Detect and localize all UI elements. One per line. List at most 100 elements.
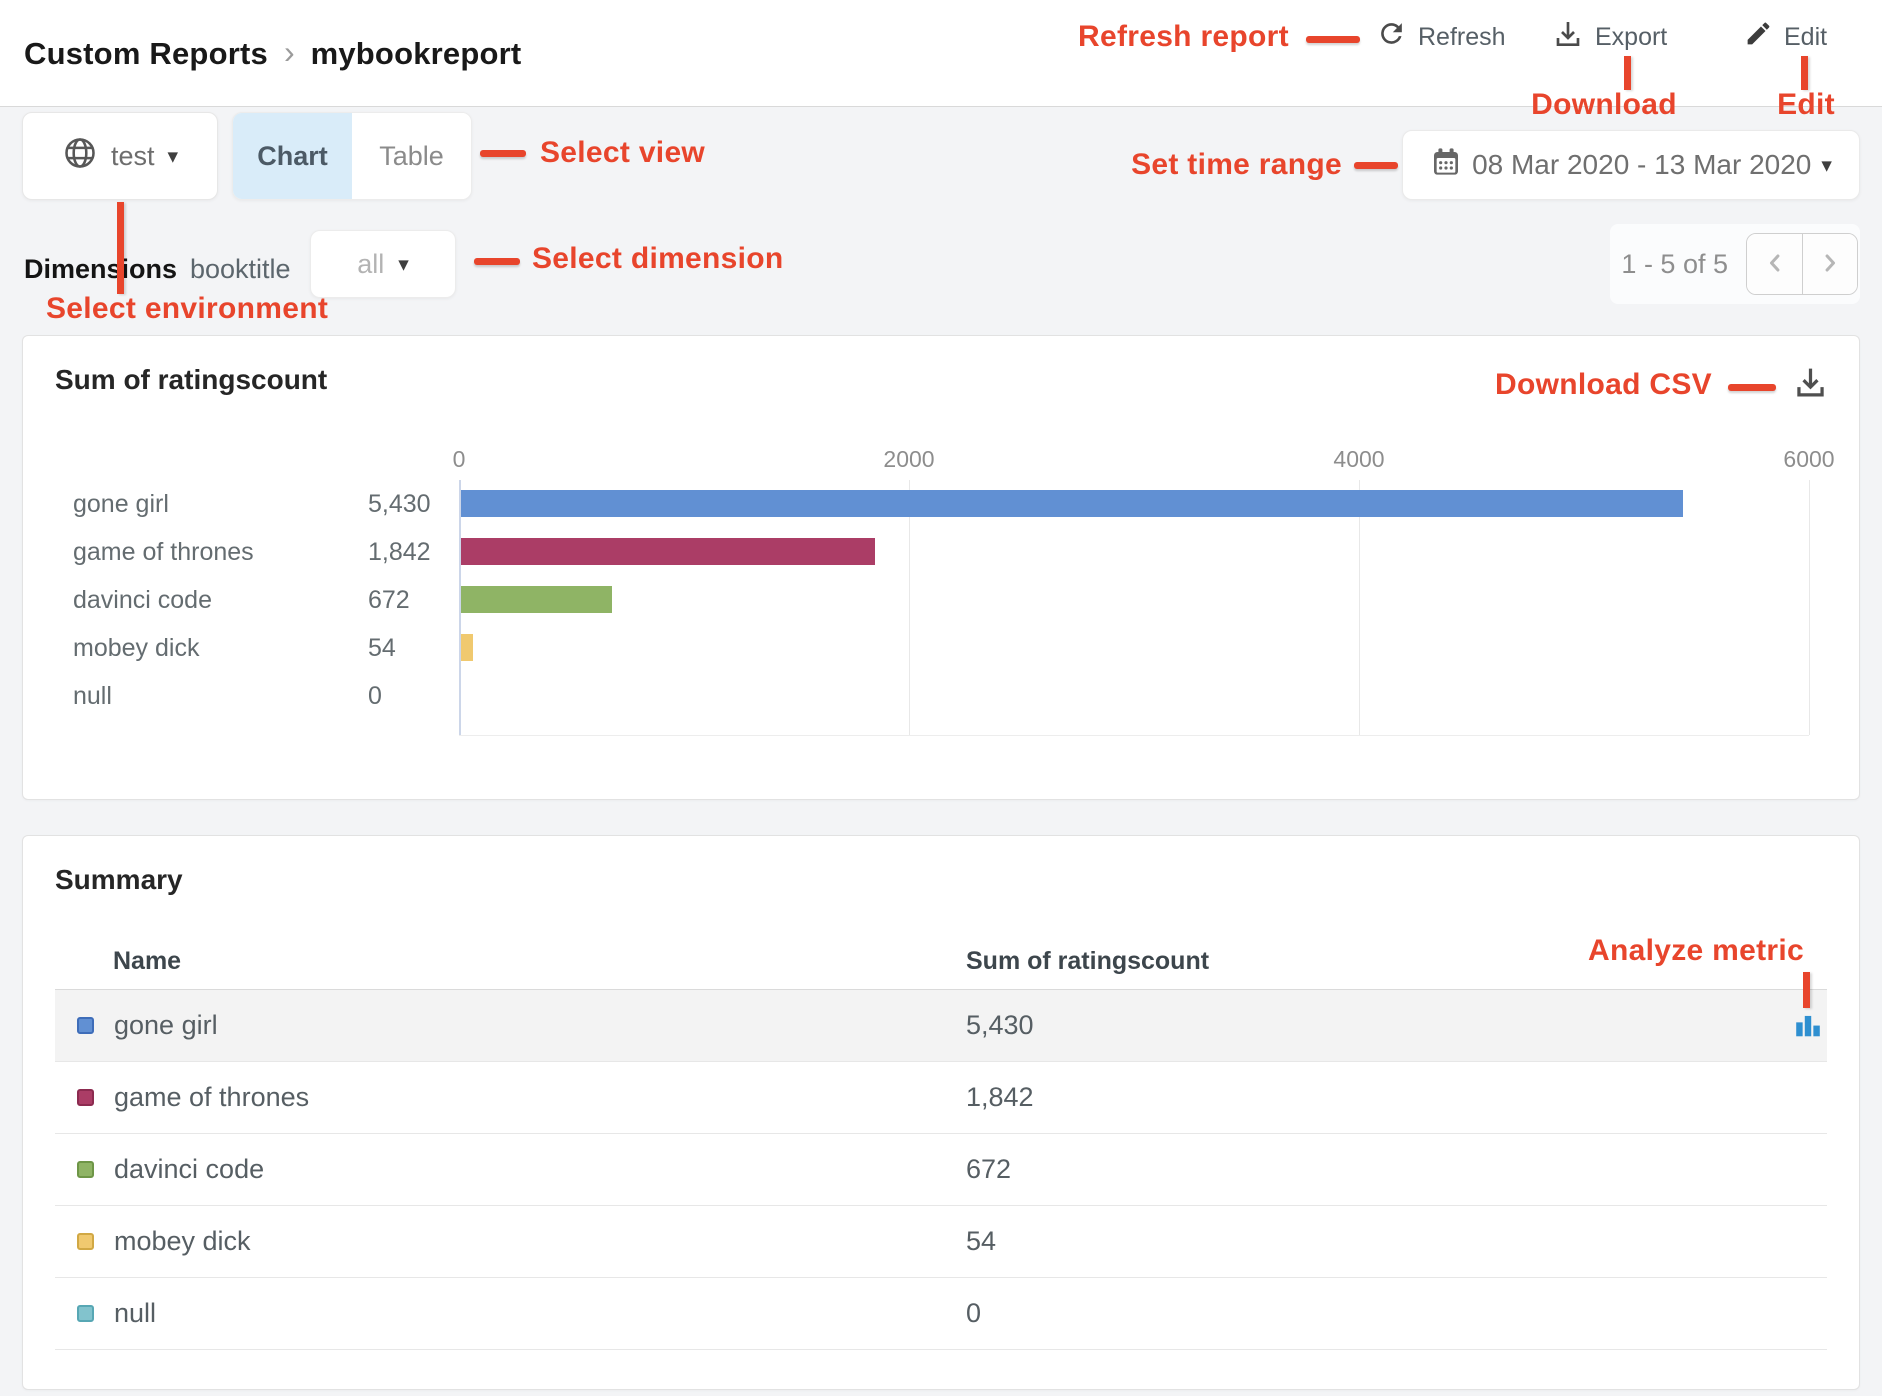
download-icon — [1552, 18, 1584, 57]
chart-bar[interactable] — [461, 586, 613, 613]
calendar-icon — [1430, 146, 1462, 185]
legend-swatch — [77, 1305, 94, 1322]
header: Custom Reports › mybookreport Refresh Ex… — [0, 0, 1882, 107]
summary-table-header: Name Sum of ratingscount — [55, 934, 1827, 990]
chart-row: game of thrones 1,842 — [55, 528, 459, 576]
breadcrumb: Custom Reports › mybookreport — [24, 0, 521, 107]
annotation-select-environment: Select environment — [46, 292, 329, 325]
breadcrumb-chevron-icon: › — [283, 33, 295, 70]
tab-table[interactable]: Table — [352, 113, 471, 199]
row-name: game of thrones — [114, 1082, 310, 1112]
environment-label: test — [110, 140, 155, 171]
chart-bar[interactable] — [461, 490, 1683, 517]
caret-down-icon: ▾ — [167, 144, 179, 168]
next-page-button[interactable] — [1802, 234, 1857, 294]
download-csv-button[interactable] — [1792, 364, 1829, 404]
row-value: 5,430 — [966, 1010, 1034, 1040]
chart-row: davinci code 672 — [55, 576, 459, 624]
axis-tick-label: 0 — [452, 446, 466, 472]
caret-down-icon: ▾ — [398, 252, 409, 276]
legend-swatch — [77, 1017, 94, 1034]
chart-row: gone girl 5,430 — [55, 480, 459, 528]
row-value: 0 — [966, 1298, 982, 1328]
dimensions-label: Dimensions — [24, 254, 178, 284]
summary-card: Summary Name Sum of ratingscount gone gi… — [22, 835, 1860, 1390]
legend-swatch — [77, 1089, 94, 1106]
export-label: Export — [1595, 22, 1668, 51]
summary-table-body: gone girl 5,430 game of thrones 1,842 d — [55, 990, 1827, 1350]
chevron-left-icon — [1761, 249, 1789, 280]
date-range-label: 08 Mar 2020 - 13 Mar 2020 — [1472, 149, 1812, 180]
chart-row: mobey dick 54 — [55, 624, 459, 672]
date-range-picker[interactable]: 08 Mar 2020 - 13 Mar 2020 ▾ — [1402, 130, 1860, 200]
chart-value-label: 1,842 — [368, 537, 431, 566]
view-toggle: Chart Table — [232, 112, 472, 200]
table-row: game of thrones 1,842 — [55, 1062, 1827, 1134]
legend-swatch — [77, 1233, 94, 1250]
breadcrumb-section[interactable]: Custom Reports — [24, 35, 268, 71]
table-row: mobey dick 54 — [55, 1206, 1827, 1278]
refresh-label: Refresh — [1418, 22, 1506, 51]
chart-bar[interactable] — [461, 634, 474, 661]
chevron-right-icon — [1816, 249, 1844, 280]
analyze-metric-button[interactable] — [1793, 1009, 1823, 1042]
summary-table: Name Sum of ratingscount gone girl 5,430 — [55, 934, 1827, 1350]
bar-chart-icon — [1793, 1015, 1823, 1042]
summary-title: Summary — [55, 864, 183, 895]
chart-category-label: game of thrones — [73, 537, 254, 566]
axis-tick-label: 2000 — [883, 446, 935, 472]
chart-bar-row — [459, 480, 1809, 528]
chart-category-label: null — [73, 681, 112, 710]
chart-bar-row — [459, 576, 1809, 624]
chart-gridline — [1359, 480, 1360, 735]
row-name: mobey dick — [114, 1226, 251, 1256]
annotation-dash-select-dimension — [474, 258, 520, 265]
annotation-dash-set-time-range — [1354, 162, 1398, 169]
row-value: 1,842 — [966, 1082, 1034, 1112]
axis-tick-label: 4000 — [1333, 446, 1385, 472]
globe-icon — [62, 135, 98, 178]
edit-label: Edit — [1784, 22, 1828, 51]
prev-page-button[interactable] — [1747, 234, 1802, 294]
chart-category-column: gone girl 5,430 game of thrones 1,842 da… — [55, 480, 459, 736]
bar-chart: 0 2000 4000 6000 gone girl 5,430 game of th… — [55, 444, 1835, 736]
axis-tick-label: 6000 — [1783, 446, 1835, 472]
pencil-icon — [1744, 19, 1773, 55]
row-value: 672 — [966, 1154, 1012, 1184]
row-name: gone girl — [114, 1010, 218, 1040]
row-name: null — [114, 1298, 157, 1328]
chart-value-label: 54 — [368, 633, 396, 662]
row-name: davinci code — [114, 1154, 265, 1184]
refresh-button[interactable]: Refresh — [1376, 0, 1506, 74]
chart-category-label: mobey dick — [73, 633, 200, 662]
chart-value-label: 5,430 — [368, 489, 431, 518]
dimension-value-label: all — [357, 248, 385, 279]
tab-chart[interactable]: Chart — [233, 113, 352, 199]
annotation-set-time-range: Set time range — [1131, 148, 1342, 181]
chart-value-label: 672 — [368, 585, 410, 614]
annotation-select-view: Select view — [540, 136, 706, 169]
chart-category-label: davinci code — [73, 585, 212, 614]
environment-selector[interactable]: test ▾ — [22, 112, 218, 200]
table-row: null 0 — [55, 1278, 1827, 1350]
column-header-name: Name — [113, 947, 182, 975]
chart-gridline — [909, 480, 910, 735]
export-button[interactable]: Export — [1552, 0, 1667, 74]
chart-plot — [459, 480, 1810, 736]
breadcrumb-current: mybookreport — [310, 35, 522, 71]
chart-bar-row — [459, 528, 1809, 576]
edit-button[interactable]: Edit — [1744, 0, 1827, 74]
chart-card: Sum of ratingscount 0 2000 4000 6000 gone g… — [22, 335, 1860, 800]
refresh-icon — [1376, 18, 1407, 56]
dimension-value-dropdown[interactable]: all ▾ — [310, 230, 456, 298]
pagination-buttons — [1746, 233, 1858, 295]
chart-bar[interactable] — [461, 538, 876, 565]
annotation-dash-select-view — [480, 150, 526, 157]
chart-gridline — [1809, 480, 1810, 735]
row-value: 54 — [966, 1226, 997, 1256]
pagination: 1 - 5 of 5 — [1610, 224, 1860, 304]
chart-bar-row — [459, 624, 1809, 672]
dimension-name: booktitle — [190, 254, 291, 284]
chart-bar-row — [459, 672, 1809, 720]
